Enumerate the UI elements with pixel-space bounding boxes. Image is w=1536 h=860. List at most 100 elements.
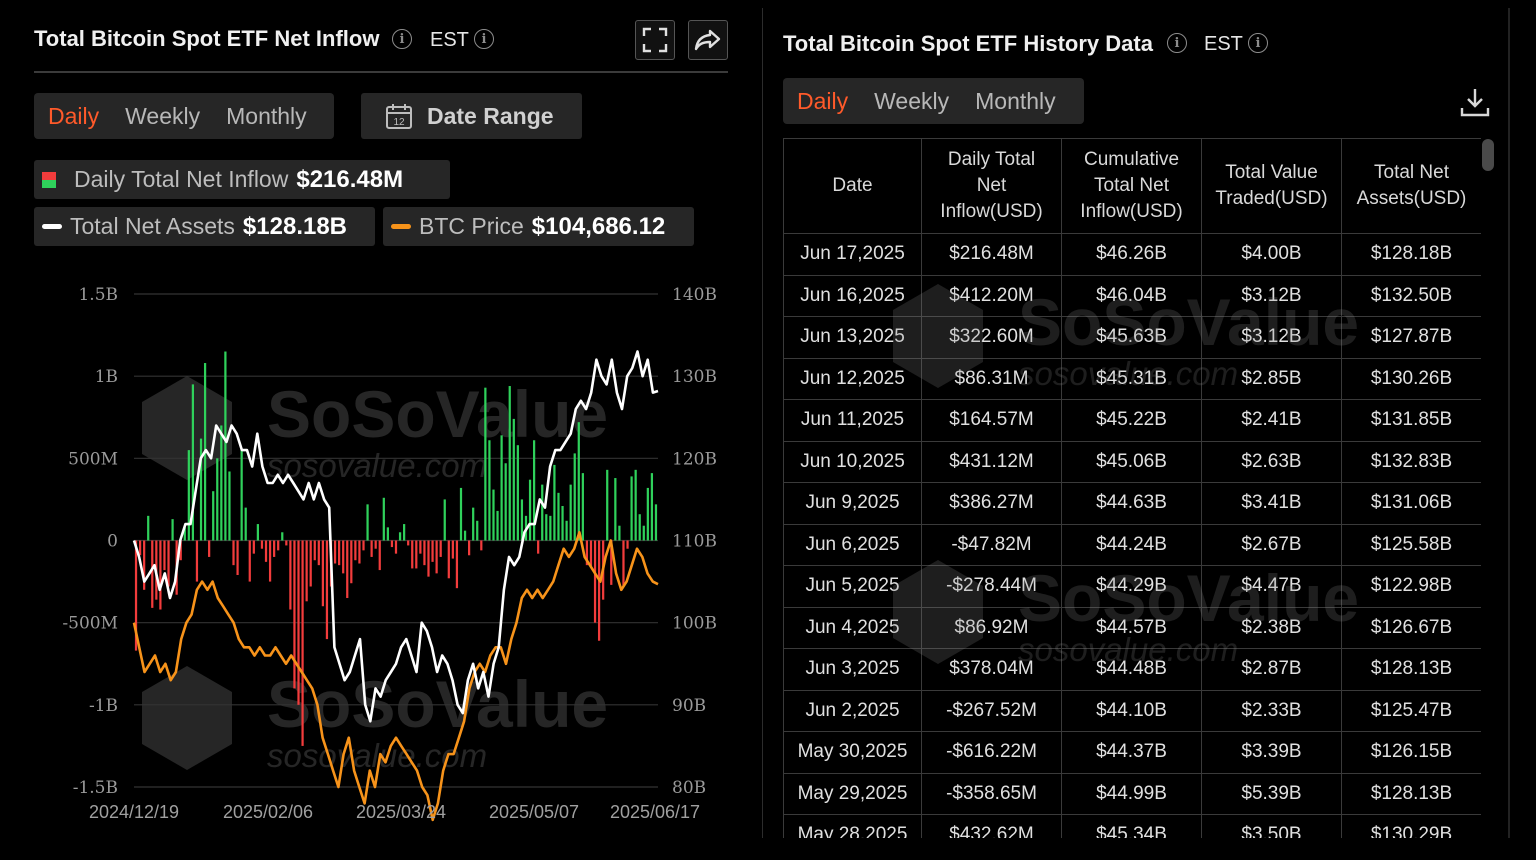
y-left-tick-label: -1.5B — [73, 778, 118, 798]
inflow-bar — [333, 540, 337, 564]
cell-date: Jun 9,2025 — [783, 482, 922, 525]
table-row[interactable]: Jun 10,2025 $431.12M $45.06B $2.63B $132.83B — [783, 441, 1481, 483]
date-range-button[interactable]: 12 Date Range — [361, 93, 582, 139]
net-inflow-chart[interactable]: SoSoValuesosovalue.comSoSoValuesosovalue… — [0, 270, 760, 830]
cell-daily-inflow: -$358.65M — [921, 773, 1062, 815]
inflow-bar — [484, 387, 487, 541]
table-row[interactable]: Jun 6,2025 -$47.82M $44.24B $2.67B $125.58B — [783, 524, 1481, 566]
inflow-bar — [277, 540, 280, 551]
inflow-bar — [419, 540, 422, 554]
tab-weekly[interactable]: Weekly — [125, 102, 201, 129]
inflow-bar — [212, 491, 215, 541]
history-tab-monthly[interactable]: Monthly — [975, 87, 1056, 114]
net-assets-swatch — [42, 224, 62, 229]
y-right-tick-label: 90B — [672, 696, 706, 716]
inflow-bar — [447, 540, 450, 579]
history-tab-weekly[interactable]: Weekly — [874, 87, 950, 114]
inflow-bar — [232, 540, 235, 566]
net-assets-label: Total Net Assets — [70, 213, 235, 239]
cell-net-assets: $127.87B — [1341, 316, 1481, 359]
table-row[interactable]: Jun 11,2025 $164.57M $45.22B $2.41B $131.85B — [783, 399, 1481, 442]
legend-net-assets[interactable]: Total Net Assets $128.18B — [34, 207, 375, 246]
cell-value-traded: $2.33B — [1201, 690, 1342, 732]
inflow-bar — [143, 540, 146, 590]
table-row[interactable]: Jun 5,2025 -$278.44M $44.29B $4.47B $122.98B — [783, 565, 1481, 608]
legend-inflow[interactable]: Date Daily Total Net Inflow $216.48M — [34, 160, 450, 199]
panel-divider — [762, 8, 763, 838]
table-row[interactable]: Jun 16,2025 $412.20M $46.04B $3.12B $132.50B — [783, 275, 1481, 317]
history-timezone-label: EST — [1204, 33, 1243, 55]
cell-cumulative-inflow: $45.34B — [1061, 814, 1202, 838]
cell-date: Jun 5,2025 — [783, 565, 922, 608]
inflow-bar — [338, 540, 341, 566]
table-header-row: Date Daily Total Net Inflow(USD) Cumulat… — [783, 138, 1481, 234]
inflow-bar — [553, 464, 556, 541]
tab-daily[interactable]: Daily — [48, 102, 100, 129]
col-header-value-traded[interactable]: Total Value Traded(USD) — [1201, 138, 1342, 234]
table-scrollbar-thumb[interactable] — [1482, 139, 1494, 171]
inflow-bar — [293, 540, 296, 689]
timezone-info-icon[interactable]: i — [474, 29, 494, 49]
cell-cumulative-inflow: $44.48B — [1061, 648, 1202, 691]
col-header-cumulative-inflow[interactable]: Cumulative Total Net Inflow(USD) — [1061, 138, 1202, 234]
inflow-label: Daily Total Net Inflow — [74, 166, 289, 192]
inflow-bar — [386, 527, 389, 541]
btc-price-label: BTC Price — [419, 213, 524, 239]
inflow-bar — [557, 492, 560, 541]
inflow-bar — [630, 476, 633, 541]
table-row[interactable]: Jun 2,2025 -$267.52M $44.10B $2.33B $125.47B — [783, 690, 1481, 732]
inflow-bar — [480, 540, 483, 551]
inflow-bar — [281, 532, 284, 541]
info-icon[interactable]: i — [392, 29, 412, 49]
legend-btc-price[interactable]: BTC Price $104,686.12 — [383, 207, 694, 246]
inflow-bar — [147, 515, 150, 541]
inflow-bar — [240, 450, 243, 541]
share-button[interactable] — [688, 20, 728, 60]
history-table-body: Jun 17,2025 $216.48M $46.26B $4.00B $128.18B… — [783, 233, 1481, 838]
inflow-legend-swatch — [42, 171, 56, 188]
col-header-net-assets[interactable]: Total Net Assets(USD) — [1341, 138, 1481, 234]
table-row[interactable]: Jun 17,2025 $216.48M $46.26B $4.00B $128.18B — [783, 233, 1481, 276]
inflow-bar — [183, 527, 186, 541]
tab-monthly[interactable]: Monthly — [226, 102, 307, 129]
cell-date: Jun 2,2025 — [783, 690, 922, 732]
cell-cumulative-inflow: $45.31B — [1061, 358, 1202, 400]
inflow-bar — [593, 540, 597, 623]
inflow-bar — [325, 540, 329, 640]
history-info-icon[interactable]: i — [1167, 33, 1187, 53]
inflow-bar — [394, 540, 398, 554]
cell-value-traded: $2.41B — [1201, 399, 1342, 442]
download-icon[interactable] — [1459, 86, 1491, 118]
inflow-bar — [435, 540, 438, 574]
table-row[interactable]: May 29,2025 -$358.65M $44.99B $5.39B $128.13… — [783, 773, 1481, 815]
inflow-bar — [573, 453, 576, 541]
inflow-bar — [252, 540, 255, 554]
watermark-brand: SoSoValue — [1018, 285, 1359, 359]
y-left-tick-label: -1B — [89, 696, 118, 716]
table-row[interactable]: Jun 13,2025 $322.60M $45.63B $3.12B $127.87B — [783, 316, 1481, 359]
col-header-daily-inflow[interactable]: Daily Total Net Inflow(USD) — [921, 138, 1062, 234]
inflow-bar — [614, 478, 617, 541]
table-row[interactable]: May 28,2025 $432.62M $45.34B $3.50B $130.29B — [783, 814, 1481, 838]
table-row[interactable]: Jun 3,2025 $378.04M $44.48B $2.87B $128.13B — [783, 648, 1481, 691]
history-tab-daily[interactable]: Daily — [797, 87, 849, 114]
cell-net-assets: $131.06B — [1341, 482, 1481, 525]
inflow-bar — [228, 471, 231, 541]
inflow-bar — [374, 540, 377, 549]
y-right-tick-label: 140B — [672, 285, 717, 305]
inflow-bar — [354, 540, 357, 561]
inflow-bar — [305, 540, 308, 602]
cell-cumulative-inflow: $45.63B — [1061, 316, 1202, 359]
inflow-bar — [289, 540, 292, 610]
table-row[interactable]: Jun 12,2025 $86.31M $45.31B $2.85B $130.26B — [783, 358, 1481, 400]
date-range-label: Date Range — [427, 102, 554, 129]
history-timezone-info-icon[interactable]: i — [1248, 33, 1268, 53]
col-header-date[interactable]: Date — [783, 138, 922, 234]
fullscreen-button[interactable] — [635, 20, 675, 60]
inflow-bar — [191, 384, 195, 541]
table-row[interactable]: May 30,2025 -$616.22M $44.37B $3.39B $126.15… — [783, 731, 1481, 774]
cell-date: Jun 12,2025 — [783, 358, 922, 400]
inflow-bar — [362, 540, 365, 551]
table-row[interactable]: Jun 9,2025 $386.27M $44.63B $3.41B $131.06B — [783, 482, 1481, 525]
table-row[interactable]: Jun 4,2025 $86.92M $44.57B $2.38B $126.67B — [783, 607, 1481, 649]
